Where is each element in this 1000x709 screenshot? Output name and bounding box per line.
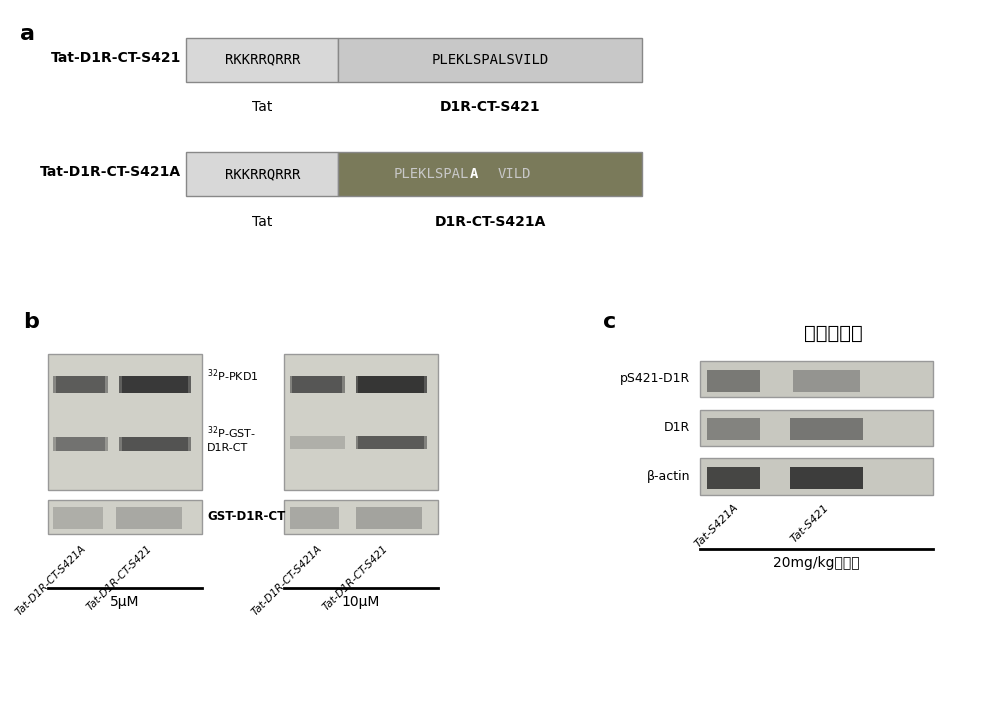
Text: β-actin: β-actin bbox=[646, 470, 690, 483]
Text: RKKRRQRRR: RKKRRQRRR bbox=[225, 52, 300, 67]
Text: GST-D1R-CT: GST-D1R-CT bbox=[207, 510, 285, 523]
Text: A: A bbox=[469, 167, 478, 181]
FancyBboxPatch shape bbox=[290, 436, 345, 449]
Text: Tat-D1R-CT-S421A: Tat-D1R-CT-S421A bbox=[14, 544, 88, 618]
FancyBboxPatch shape bbox=[338, 152, 642, 196]
Text: pS421-D1R: pS421-D1R bbox=[620, 372, 690, 386]
Text: PLEKLSPALSVILD: PLEKLSPALSVILD bbox=[432, 52, 549, 67]
FancyBboxPatch shape bbox=[53, 507, 103, 529]
FancyBboxPatch shape bbox=[707, 418, 760, 440]
FancyBboxPatch shape bbox=[707, 369, 760, 391]
FancyBboxPatch shape bbox=[338, 38, 642, 82]
Text: Tat: Tat bbox=[252, 215, 272, 229]
FancyBboxPatch shape bbox=[790, 467, 863, 489]
FancyBboxPatch shape bbox=[707, 467, 760, 489]
FancyBboxPatch shape bbox=[48, 354, 202, 490]
FancyBboxPatch shape bbox=[186, 38, 338, 82]
Text: Tat-D1R-CT-S421: Tat-D1R-CT-S421 bbox=[51, 51, 182, 65]
FancyBboxPatch shape bbox=[356, 507, 422, 529]
Text: Tat-D1R-CT-S421: Tat-D1R-CT-S421 bbox=[85, 544, 154, 613]
FancyBboxPatch shape bbox=[358, 376, 424, 393]
FancyBboxPatch shape bbox=[356, 436, 427, 449]
Text: VILD: VILD bbox=[498, 167, 531, 181]
FancyBboxPatch shape bbox=[284, 500, 438, 534]
Text: D1R: D1R bbox=[664, 421, 690, 434]
Text: Tat-D1R-CT-S421: Tat-D1R-CT-S421 bbox=[321, 544, 390, 613]
Text: Tat-D1R-CT-S421A: Tat-D1R-CT-S421A bbox=[40, 165, 182, 179]
Text: D1R-CT-S421A: D1R-CT-S421A bbox=[435, 215, 546, 229]
FancyBboxPatch shape bbox=[284, 354, 438, 490]
Text: $^{32}$P-PKD1: $^{32}$P-PKD1 bbox=[207, 367, 259, 384]
Text: PLEKLSPAL: PLEKLSPAL bbox=[394, 167, 469, 181]
Text: D1R-CT-S421: D1R-CT-S421 bbox=[440, 101, 541, 114]
Text: $^{32}$P-GST-
D1R-CT: $^{32}$P-GST- D1R-CT bbox=[207, 425, 256, 454]
FancyBboxPatch shape bbox=[53, 437, 108, 451]
FancyBboxPatch shape bbox=[122, 437, 188, 451]
FancyBboxPatch shape bbox=[790, 418, 863, 440]
FancyBboxPatch shape bbox=[122, 376, 188, 393]
Text: Tat-S421: Tat-S421 bbox=[788, 502, 830, 545]
FancyBboxPatch shape bbox=[700, 410, 933, 446]
Text: Tat-D1R-CT-S421A: Tat-D1R-CT-S421A bbox=[250, 544, 324, 618]
Text: RKKRRQRRR: RKKRRQRRR bbox=[225, 167, 300, 181]
Text: 5μM: 5μM bbox=[110, 595, 139, 609]
Text: 干扰肽注射: 干扰肽注射 bbox=[804, 324, 863, 343]
Text: Tat: Tat bbox=[252, 101, 272, 114]
FancyBboxPatch shape bbox=[358, 436, 424, 449]
FancyBboxPatch shape bbox=[53, 376, 108, 393]
Text: a: a bbox=[20, 24, 35, 44]
Text: 10μM: 10μM bbox=[342, 595, 380, 609]
FancyBboxPatch shape bbox=[700, 361, 933, 398]
FancyBboxPatch shape bbox=[56, 437, 105, 451]
FancyBboxPatch shape bbox=[700, 459, 933, 495]
FancyBboxPatch shape bbox=[290, 376, 345, 393]
Text: b: b bbox=[23, 312, 39, 333]
FancyBboxPatch shape bbox=[290, 507, 339, 529]
FancyBboxPatch shape bbox=[119, 376, 191, 393]
Text: c: c bbox=[603, 312, 617, 333]
FancyBboxPatch shape bbox=[56, 376, 105, 393]
FancyBboxPatch shape bbox=[119, 437, 191, 451]
Text: Tat-S421A: Tat-S421A bbox=[693, 502, 740, 549]
FancyBboxPatch shape bbox=[793, 369, 860, 391]
FancyBboxPatch shape bbox=[186, 152, 338, 196]
FancyBboxPatch shape bbox=[48, 500, 202, 534]
FancyBboxPatch shape bbox=[116, 507, 182, 529]
FancyBboxPatch shape bbox=[292, 376, 342, 393]
FancyBboxPatch shape bbox=[356, 376, 427, 393]
Text: 20mg/kg可卡因: 20mg/kg可卡因 bbox=[773, 556, 860, 570]
